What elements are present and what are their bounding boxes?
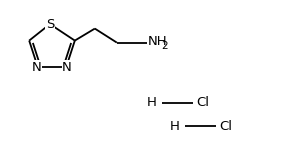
Text: H: H (170, 119, 180, 132)
Text: Cl: Cl (220, 119, 232, 132)
Text: H: H (147, 97, 157, 110)
Text: NH: NH (148, 35, 167, 48)
Text: 2: 2 (161, 41, 167, 51)
Text: Cl: Cl (196, 97, 209, 110)
Text: N: N (62, 61, 72, 74)
Text: S: S (46, 18, 54, 31)
Text: N: N (32, 61, 42, 74)
